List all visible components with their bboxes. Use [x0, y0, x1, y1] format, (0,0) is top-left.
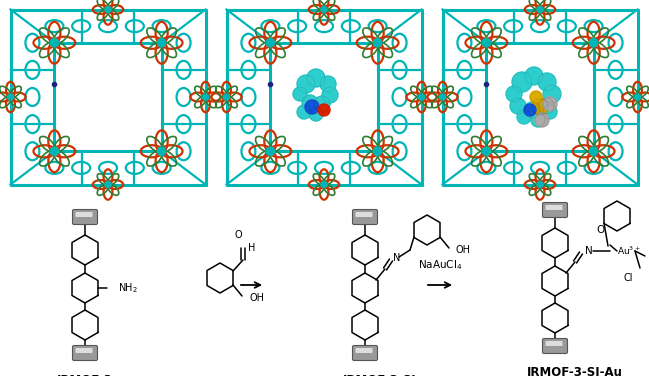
Circle shape [321, 181, 327, 188]
Circle shape [531, 113, 545, 127]
FancyBboxPatch shape [75, 212, 93, 217]
Circle shape [266, 39, 275, 47]
FancyBboxPatch shape [356, 348, 373, 353]
Circle shape [309, 107, 323, 121]
Circle shape [589, 39, 598, 47]
FancyBboxPatch shape [543, 203, 567, 217]
Text: O: O [596, 225, 605, 235]
Circle shape [305, 100, 319, 114]
Circle shape [530, 91, 542, 103]
Circle shape [634, 94, 641, 100]
Circle shape [373, 147, 382, 155]
FancyBboxPatch shape [546, 205, 563, 210]
Circle shape [482, 147, 491, 155]
Text: IRMOF-3-SI-Au: IRMOF-3-SI-Au [527, 367, 623, 376]
Circle shape [589, 147, 598, 155]
FancyBboxPatch shape [75, 348, 93, 353]
Circle shape [297, 105, 311, 119]
Circle shape [543, 97, 557, 111]
Circle shape [373, 39, 382, 47]
Circle shape [50, 147, 58, 155]
Circle shape [322, 87, 338, 103]
Circle shape [158, 39, 166, 47]
Circle shape [297, 75, 315, 93]
Circle shape [105, 181, 111, 188]
FancyBboxPatch shape [352, 209, 378, 224]
Circle shape [50, 39, 58, 47]
Circle shape [321, 6, 327, 13]
Circle shape [307, 69, 325, 87]
FancyBboxPatch shape [356, 212, 373, 217]
Circle shape [524, 102, 540, 118]
Circle shape [419, 94, 424, 100]
Circle shape [543, 105, 557, 119]
Circle shape [158, 147, 166, 155]
Text: H: H [248, 243, 255, 253]
Text: IRMOF-3-SI: IRMOF-3-SI [343, 373, 417, 376]
Circle shape [293, 87, 307, 101]
FancyBboxPatch shape [73, 346, 97, 361]
FancyBboxPatch shape [546, 341, 563, 346]
Circle shape [105, 6, 111, 13]
Circle shape [537, 181, 543, 188]
Text: Au$^{3+}$: Au$^{3+}$ [617, 245, 641, 257]
Circle shape [302, 95, 318, 111]
Circle shape [320, 76, 336, 92]
FancyBboxPatch shape [352, 346, 378, 361]
Text: OH: OH [249, 293, 264, 303]
Circle shape [510, 98, 526, 114]
Text: OH: OH [456, 245, 471, 255]
Circle shape [506, 86, 522, 102]
Text: O: O [234, 230, 242, 240]
Circle shape [223, 94, 230, 100]
Circle shape [532, 99, 548, 115]
Circle shape [525, 67, 543, 85]
Text: NH$_2$: NH$_2$ [118, 281, 138, 295]
FancyBboxPatch shape [543, 338, 567, 353]
Circle shape [524, 104, 536, 116]
Circle shape [538, 98, 554, 114]
Circle shape [517, 110, 531, 124]
Circle shape [535, 113, 549, 127]
Circle shape [512, 72, 532, 92]
Circle shape [202, 94, 208, 100]
Circle shape [543, 85, 561, 103]
Circle shape [318, 104, 330, 116]
Circle shape [482, 39, 491, 47]
FancyBboxPatch shape [73, 209, 97, 224]
Text: N: N [585, 246, 593, 256]
Text: Cl: Cl [623, 273, 633, 283]
Circle shape [439, 94, 446, 100]
Circle shape [537, 6, 543, 13]
Text: N: N [393, 253, 400, 263]
Circle shape [266, 147, 275, 155]
Circle shape [314, 96, 330, 112]
Circle shape [7, 94, 14, 100]
Text: NaAuCl$_4$: NaAuCl$_4$ [418, 258, 462, 272]
Text: IRMOF-3: IRMOF-3 [57, 373, 113, 376]
Circle shape [538, 73, 556, 91]
